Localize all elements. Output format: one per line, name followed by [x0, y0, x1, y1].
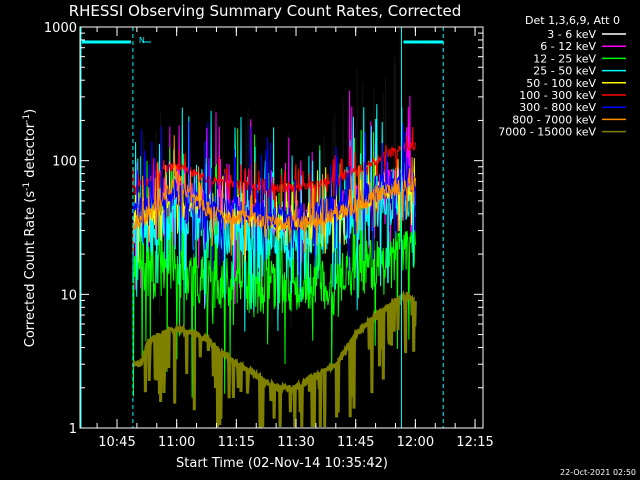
footer-timestamp: 22-Oct-2021 02:50 [560, 468, 636, 477]
legend-label-2: 6 - 12 keV [540, 40, 596, 53]
x-tick-label-3: 11:30 [277, 435, 314, 450]
x-axis-label: Start Time (02-Nov-14 10:35:42) [176, 456, 388, 471]
x-tick-label-0: 10:45 [98, 435, 135, 450]
x-tick-label-1: 11:00 [158, 435, 195, 450]
x-tick-label-5: 12:00 [397, 435, 434, 450]
x-tick-label-2: 11:15 [218, 435, 255, 450]
y-axis-label-sup-1: -1 [22, 182, 32, 191]
series-line-6 [132, 126, 416, 210]
series-line-7 [132, 121, 416, 288]
y-tick-label-1: 10 [60, 288, 77, 303]
y-axis-label-part-e: ) [23, 109, 38, 114]
legend-header: Det 1,3,6,9, Att 0 [525, 14, 620, 27]
y-axis-label-sup-2: -1 [22, 114, 32, 123]
legend-label-9: 7000 - 15000 keV [498, 126, 596, 139]
plot-frame [79, 26, 484, 429]
series-line-8 [132, 135, 416, 256]
x-tick-label-6: 12:15 [456, 435, 493, 450]
y-axis: 1 10 100 1000 [44, 21, 483, 437]
x-tick-label-4: 11:45 [337, 435, 374, 450]
legend-label-6: 100 - 300 keV [519, 89, 596, 102]
series-line-9 [131, 289, 417, 429]
y-tick-label-3: 1000 [44, 21, 77, 36]
series-layer [131, 56, 417, 429]
legend-label-1: 3 - 6 keV [547, 28, 596, 41]
legend-label-8: 800 - 7000 keV [512, 113, 596, 126]
chart-title: RHESSI Observing Summary Count Rates, Co… [69, 2, 462, 20]
x-axis: 10:45 11:00 11:15 11:30 11:45 12:00 12:15 [96, 27, 494, 450]
y-tick-label-0: 1 [69, 422, 77, 437]
legend-label-3: 12 - 25 keV [533, 52, 596, 65]
y-axis-label-part-c: detector [23, 122, 38, 182]
legend-label-4: 25 - 50 keV [533, 65, 596, 78]
y-axis-label-part-a: Corrected Count Rate (s [23, 191, 38, 348]
y-axis-label: Corrected Count Rate (s-1 detector-1) [22, 109, 38, 347]
series-line-3 [132, 128, 416, 398]
series-line-4 [132, 104, 416, 332]
legend-label-5: 50 - 100 keV [526, 77, 596, 90]
y-tick-label-2: 100 [52, 155, 77, 170]
night-marker-label: N [139, 36, 145, 45]
legend-label-7: 300 - 800 keV [519, 101, 596, 114]
attenuator-overlay: N [80, 27, 444, 428]
